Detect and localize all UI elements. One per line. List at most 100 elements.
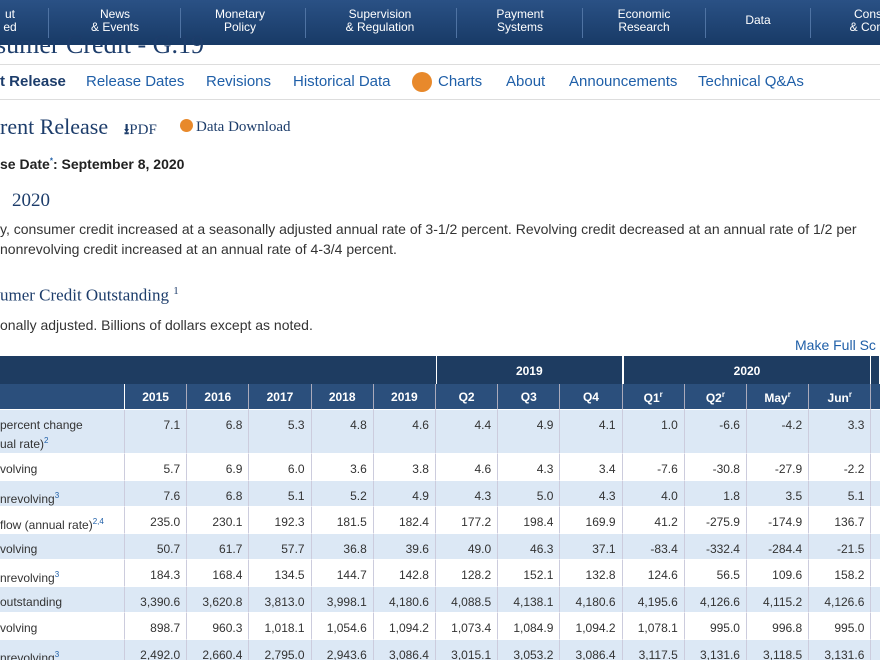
header-sup: r	[787, 390, 791, 399]
nav-item[interactable]: Cons& Com	[808, 8, 880, 34]
table-cell: 3,117.5	[622, 640, 685, 660]
tab-label: About	[506, 73, 546, 90]
nav-item[interactable]: Monetary Policy	[180, 8, 300, 34]
nav-item[interactable]: ut ed	[0, 8, 70, 34]
table-cell: 1.0	[622, 410, 685, 454]
table-cell: 996.8	[747, 613, 810, 640]
table-cell: -275.9	[684, 507, 747, 534]
icon	[412, 72, 432, 92]
label-line: ual rate)2	[0, 433, 124, 452]
table-cell: 4.9	[373, 481, 436, 507]
label-sup: 2,4	[92, 517, 104, 526]
nav-item[interactable]: Payment Systems	[460, 8, 580, 34]
table-cell: 6.8	[187, 481, 250, 507]
tab-label: Historical Data	[293, 73, 391, 90]
header-sup: r	[659, 390, 663, 399]
table-cell: 4,180.6	[373, 587, 436, 613]
table-cell: -174.9	[747, 507, 810, 534]
label-text: nrevolving	[0, 651, 55, 660]
table-cell: 192.3	[249, 507, 312, 534]
line: nonrevolving credit increased at an annu…	[0, 241, 397, 257]
nav-line: ut	[4, 7, 15, 21]
table-cell: 4.3	[436, 481, 499, 507]
nav-line: Supervision	[348, 7, 412, 21]
tab-label: Announcements	[569, 73, 678, 90]
table-cell: 3,053.2	[498, 640, 561, 660]
column-header: 2018	[311, 384, 374, 410]
table-cell: 4,138.1	[498, 587, 561, 613]
table-cell: 4.3	[498, 454, 561, 481]
label-sup: 3	[54, 650, 60, 659]
table-cell: 3,620.8	[187, 587, 250, 613]
column-header: 2016	[187, 384, 250, 410]
row-label: flow (annual rate)2,4	[0, 507, 125, 534]
table-cell: 4,126.6	[684, 587, 747, 613]
icon	[180, 119, 193, 132]
column-header: Q2	[436, 384, 499, 410]
mark: *	[49, 156, 53, 166]
nav-item[interactable]: Economic Research	[584, 8, 704, 34]
row-label: outstanding	[0, 587, 125, 613]
tab[interactable]: Release Dates	[86, 73, 184, 90]
line: y, consumer credit increased at a season…	[0, 221, 857, 237]
nav-line: & Events	[90, 20, 140, 34]
table-cell: 2,660.4	[187, 640, 250, 660]
table-cell: 995.0	[684, 613, 747, 640]
label-line: volving	[0, 541, 124, 557]
month-heading: 2020	[12, 190, 50, 211]
table-cell: 3,131.6	[809, 640, 872, 660]
label-line: nrevolving3	[0, 567, 124, 586]
tab[interactable]: About	[506, 73, 545, 90]
table-cell: 46.3	[498, 534, 561, 560]
link-text: Data Download	[196, 119, 291, 135]
table-cell: 4,180.6	[560, 587, 623, 613]
tab[interactable]: Announcements	[569, 73, 677, 90]
nav-separator	[48, 8, 49, 38]
tab[interactable]: Historical Data	[293, 73, 391, 90]
full-screen-link[interactable]: Make Full Sc	[795, 337, 876, 353]
table-cell: 3.6	[311, 454, 374, 481]
column-header: 2015	[125, 384, 188, 410]
header-band	[0, 384, 125, 410]
nav-separator	[582, 8, 583, 38]
header-text: Q2	[458, 390, 475, 404]
nav-item[interactable]: News & Events	[55, 8, 175, 34]
tab[interactable]: t Release	[0, 73, 66, 90]
table-title: umer Credit Outstanding 1	[0, 285, 179, 306]
table-cell: 168.4	[187, 560, 250, 587]
tab-label: Revisions	[206, 73, 272, 90]
nav-item[interactable]: Supervision & Regulation	[320, 8, 440, 34]
nav-line: Economic	[617, 7, 671, 21]
table-cell: 4.4	[436, 410, 499, 454]
top-nav: ut ed News & Events Monetary Policy Supervisio…	[0, 0, 880, 45]
table-cell: 3.5	[747, 481, 810, 507]
nav-line: ed	[3, 20, 17, 34]
label-text: nrevolving	[0, 571, 55, 585]
header-text: 2019	[391, 390, 418, 404]
header-band	[871, 384, 880, 410]
tab[interactable]: Charts	[412, 72, 482, 92]
tab[interactable]: Revisions	[206, 73, 271, 90]
tab[interactable]: Technical Q&As	[698, 73, 804, 90]
pdf-link[interactable]: ⭳PDF	[124, 119, 157, 144]
download-link[interactable]: Data Download	[180, 119, 291, 136]
table-cell: 4.8	[311, 410, 374, 454]
label-line: flow (annual rate)2,4	[0, 514, 124, 533]
table-cell: 142.8	[373, 560, 436, 587]
label-sup: 3	[54, 570, 60, 579]
table-cell: -83.4	[622, 534, 685, 560]
table-cell-edge	[871, 507, 880, 534]
table-cell: 49.0	[436, 534, 499, 560]
table-cell: 995.0	[809, 613, 872, 640]
nav-item[interactable]: Data	[698, 14, 818, 27]
column-header: Q1r	[622, 384, 685, 410]
table-cell: 5.1	[809, 481, 872, 507]
table-cell: 1,084.9	[498, 613, 561, 640]
table-cell-edge	[871, 534, 880, 560]
table-cell: 3.4	[560, 454, 623, 481]
label-line: outstanding	[0, 594, 124, 610]
label-line: percent change	[0, 417, 124, 433]
column-header: Junr	[809, 384, 872, 410]
table-cell: 6.9	[187, 454, 250, 481]
header-text: Q1	[643, 391, 660, 405]
